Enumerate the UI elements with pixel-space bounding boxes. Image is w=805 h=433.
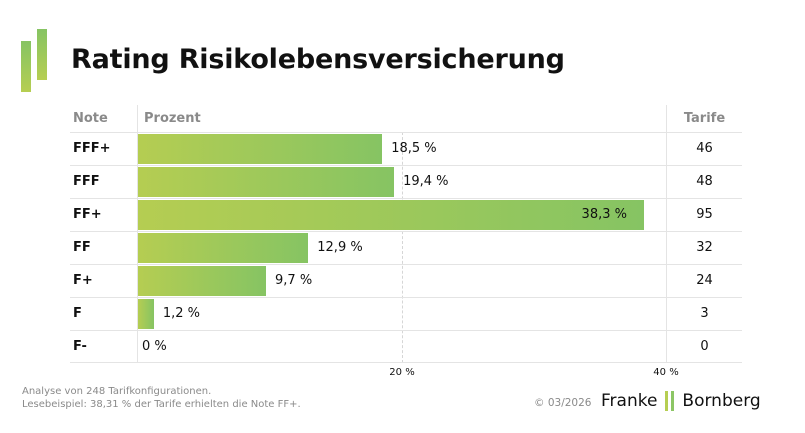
table-row: FFF 19,4 % 48 [70, 165, 742, 198]
bar [138, 233, 309, 263]
col-divider-left [137, 105, 138, 363]
bar [138, 134, 383, 164]
bar-value-label: 1,2 % [162, 306, 200, 321]
table-row: F- 0 % 0 [70, 330, 742, 363]
header-percent: Prozent [144, 111, 201, 126]
copyright: © 03/2026 [534, 397, 592, 409]
bar-value-label: 12,9 % [317, 240, 363, 255]
table-row: FF+ 38,3 % 95 [70, 198, 742, 231]
row-tarife-count: 46 [696, 141, 713, 156]
header-tarife: Tarife [683, 111, 726, 126]
brand-mark-2 [671, 391, 675, 411]
bar-value-label: 18,5 % [391, 141, 437, 156]
col-divider-right [666, 105, 667, 363]
brand-mark-1 [665, 391, 669, 411]
brand-logo: Franke Bornberg [601, 391, 761, 411]
logo-bar-left [21, 41, 31, 92]
bar [138, 167, 395, 197]
row-note: FFF+ [73, 141, 111, 156]
rating-table: Note Prozent Tarife FFF+ 18,5 % 46 FFF 19,4 … [70, 105, 742, 363]
brand-left: Franke [601, 391, 658, 411]
x-tick-label: 40 % [653, 367, 679, 378]
row-tarife-count: 95 [696, 207, 713, 222]
gridline-20 [402, 132, 403, 363]
table-row: FFF+ 18,5 % 46 [70, 132, 742, 165]
x-tick-label: 20 % [389, 367, 415, 378]
row-note: FF+ [73, 207, 102, 222]
table-bottom-line [70, 362, 742, 363]
bar [138, 299, 154, 329]
logo-bar-right [37, 29, 47, 80]
brand-right: Bornberg [682, 391, 761, 411]
chart-title: Rating Risikolebensversicherung [71, 44, 565, 75]
row-tarife-count: 0 [700, 339, 709, 354]
bar-value-label: 9,7 % [275, 273, 313, 288]
table-row: F 1,2 % 3 [70, 297, 742, 330]
footer-analysis: Analyse von 248 Tarifkonfigurationen. [22, 386, 212, 397]
table-row: F+ 9,7 % 24 [70, 264, 742, 297]
bar-value-label: 19,4 % [403, 174, 449, 189]
bar-value-label: 38,3 % [581, 207, 627, 222]
bar [138, 200, 644, 230]
table-row: FF 12,9 % 32 [70, 231, 742, 264]
footer-example: Lesebeispiel: 38,31 % der Tarife erhielt… [22, 399, 301, 410]
row-tarife-count: 48 [696, 174, 713, 189]
bar [138, 266, 267, 296]
row-note: FFF [73, 174, 100, 189]
row-note: F- [73, 339, 87, 354]
row-note: F+ [73, 273, 93, 288]
row-tarife-count: 3 [700, 306, 709, 321]
row-tarife-count: 32 [696, 240, 713, 255]
header-note: Note [73, 111, 108, 126]
row-tarife-count: 24 [696, 273, 713, 288]
row-note: F [73, 306, 82, 321]
row-note: FF [73, 240, 91, 255]
bar-value-label: 0 % [142, 339, 167, 354]
